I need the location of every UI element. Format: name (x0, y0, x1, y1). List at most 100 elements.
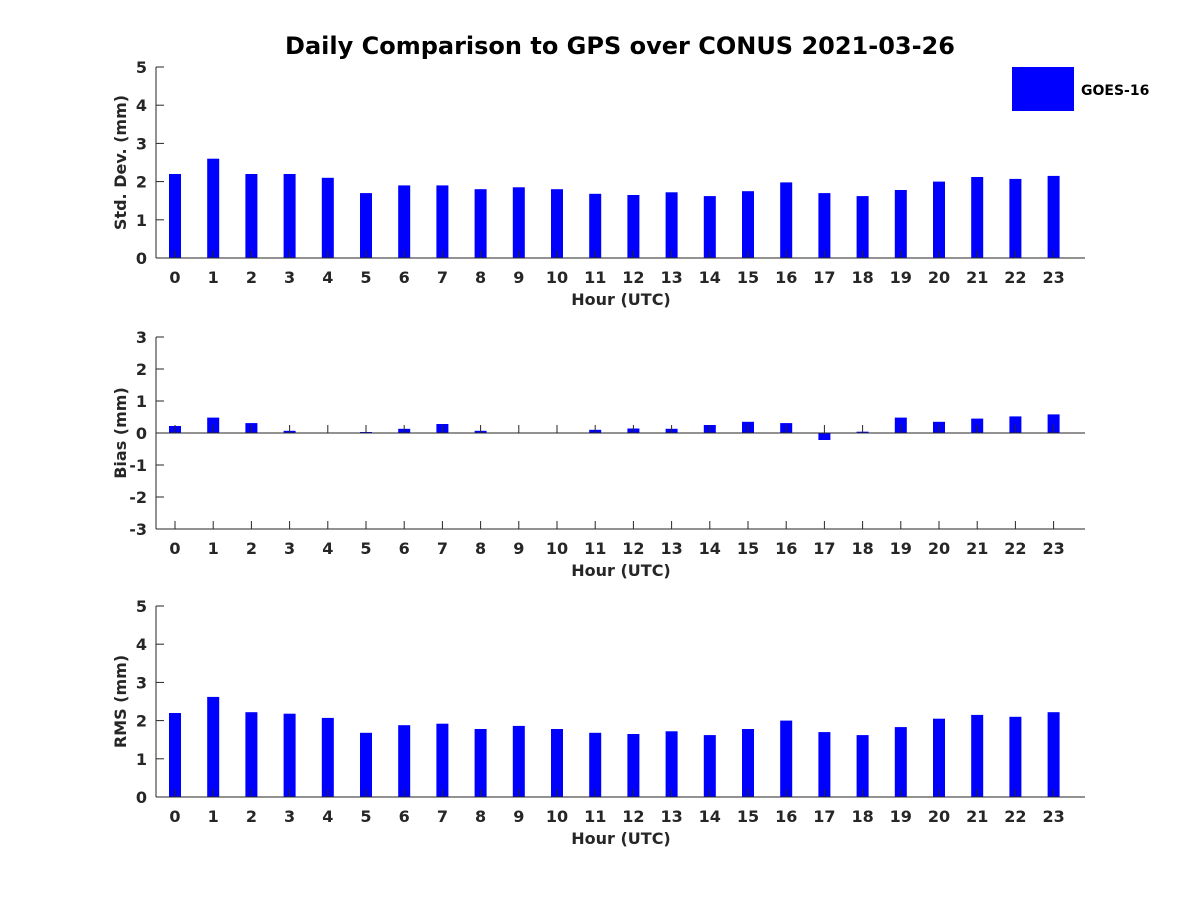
bar-rms-hour-2 (245, 712, 258, 797)
x-tick-label-std-dev: 14 (699, 268, 721, 287)
bar-std-dev-hour-10 (551, 189, 563, 258)
x-tick-label-bias: 17 (813, 539, 835, 558)
x-tick-label-rms: 1 (208, 807, 219, 826)
x-tick-label-rms: 6 (399, 807, 410, 826)
x-tick-label-std-dev: 15 (737, 268, 759, 287)
x-tick-label-bias: 20 (928, 539, 950, 558)
x-tick-label-bias: 8 (475, 539, 486, 558)
chart-title: Daily Comparison to GPS over CONUS 2021-… (285, 32, 955, 60)
bar-rms-hour-7 (436, 723, 449, 797)
bar-rms-hour-6 (398, 725, 411, 797)
bar-rms-hour-18 (856, 735, 869, 797)
x-tick-label-rms: 13 (660, 807, 682, 826)
bar-bias-hour-17 (818, 433, 831, 440)
x-tick-label-std-dev: 18 (851, 268, 873, 287)
y-label-std-dev: Std. Dev. (mm) (111, 95, 130, 230)
bar-std-dev-hour-12 (627, 195, 640, 258)
x-label-bias: Hour (UTC) (571, 561, 671, 580)
bar-std-dev-hour-14 (703, 196, 716, 258)
x-tick-label-std-dev: 3 (284, 268, 295, 287)
bar-std-dev-hour-16 (780, 182, 793, 258)
bar-std-dev-hour-2 (245, 174, 258, 258)
bar-std-dev-hour-21 (971, 177, 984, 258)
x-tick-label-std-dev: 20 (928, 268, 950, 287)
y-tick-label-bias: 2 (136, 360, 147, 379)
bar-rms-hour-12 (627, 734, 640, 797)
x-tick-label-bias: 18 (851, 539, 873, 558)
bar-std-dev-hour-23 (1047, 175, 1060, 258)
bar-bias-hour-23 (1047, 414, 1060, 433)
bar-std-dev-hour-15 (742, 191, 754, 258)
x-tick-label-std-dev: 2 (246, 268, 257, 287)
x-tick-label-rms: 7 (437, 807, 448, 826)
bar-std-dev-hour-20 (933, 181, 945, 258)
y-tick-label-std-dev: 3 (136, 134, 147, 153)
x-tick-label-rms: 3 (284, 807, 295, 826)
x-tick-label-std-dev: 16 (775, 268, 797, 287)
x-tick-label-rms: 14 (699, 807, 721, 826)
bar-rms-hour-1 (207, 696, 220, 797)
x-tick-label-rms: 17 (813, 807, 835, 826)
x-tick-label-std-dev: 5 (360, 268, 371, 287)
bar-rms-hour-11 (589, 732, 602, 797)
x-tick-label-bias: 7 (437, 539, 448, 558)
x-tick-label-bias: 15 (737, 539, 759, 558)
x-tick-label-bias: 9 (513, 539, 524, 558)
bar-std-dev-hour-5 (360, 193, 372, 258)
x-tick-label-rms: 15 (737, 807, 759, 826)
y-tick-label-bias: -3 (129, 520, 147, 539)
y-tick-label-rms: 1 (136, 750, 147, 769)
bar-rms-hour-15 (742, 729, 754, 797)
x-tick-label-rms: 23 (1042, 807, 1064, 826)
bar-rms-hour-21 (971, 714, 984, 797)
y-tick-label-bias: 3 (136, 328, 147, 347)
y-tick-label-bias: -2 (129, 488, 147, 507)
bar-rms-hour-5 (360, 732, 372, 797)
x-tick-label-std-dev: 9 (513, 268, 524, 287)
y-tick-label-rms: 2 (136, 712, 147, 731)
bar-rms-hour-4 (321, 717, 334, 797)
bar-std-dev-hour-0 (169, 174, 181, 258)
x-tick-label-rms: 20 (928, 807, 950, 826)
x-tick-label-bias: 14 (699, 539, 721, 558)
bar-rms-hour-10 (551, 729, 563, 797)
bar-std-dev-hour-11 (589, 193, 602, 258)
bar-std-dev-hour-8 (474, 189, 487, 258)
x-tick-label-rms: 16 (775, 807, 797, 826)
y-tick-label-bias: -1 (129, 456, 147, 475)
y-tick-label-rms: 5 (136, 597, 147, 616)
bar-rms-hour-14 (703, 735, 716, 797)
x-tick-label-rms: 4 (322, 807, 333, 826)
legend-swatch (1012, 67, 1074, 111)
bar-std-dev-hour-6 (398, 185, 411, 258)
x-tick-label-std-dev: 22 (1004, 268, 1026, 287)
x-tick-label-std-dev: 7 (437, 268, 448, 287)
y-tick-label-std-dev: 2 (136, 173, 147, 192)
legend: GOES-16 (1012, 67, 1149, 111)
y-label-rms: RMS (mm) (111, 655, 130, 748)
x-tick-label-rms: 22 (1004, 807, 1026, 826)
bar-rms-hour-8 (474, 729, 487, 797)
bar-rms-hour-22 (1009, 716, 1022, 797)
x-tick-label-rms: 21 (966, 807, 988, 826)
bar-rms-hour-16 (780, 720, 793, 797)
bar-std-dev-hour-13 (665, 192, 678, 258)
bar-std-dev-hour-22 (1009, 178, 1022, 258)
x-tick-label-rms: 0 (169, 807, 180, 826)
x-tick-label-std-dev: 4 (322, 268, 333, 287)
bar-std-dev-hour-4 (321, 177, 334, 258)
x-tick-label-rms: 9 (513, 807, 524, 826)
x-tick-label-rms: 19 (890, 807, 912, 826)
x-tick-label-bias: 0 (169, 539, 180, 558)
x-tick-label-std-dev: 10 (546, 268, 568, 287)
x-tick-label-std-dev: 21 (966, 268, 988, 287)
bar-rms-hour-9 (512, 725, 525, 797)
bar-std-dev-hour-9 (512, 187, 525, 258)
x-tick-label-bias: 12 (622, 539, 644, 558)
x-tick-label-bias: 1 (208, 539, 219, 558)
x-tick-label-bias: 2 (246, 539, 257, 558)
